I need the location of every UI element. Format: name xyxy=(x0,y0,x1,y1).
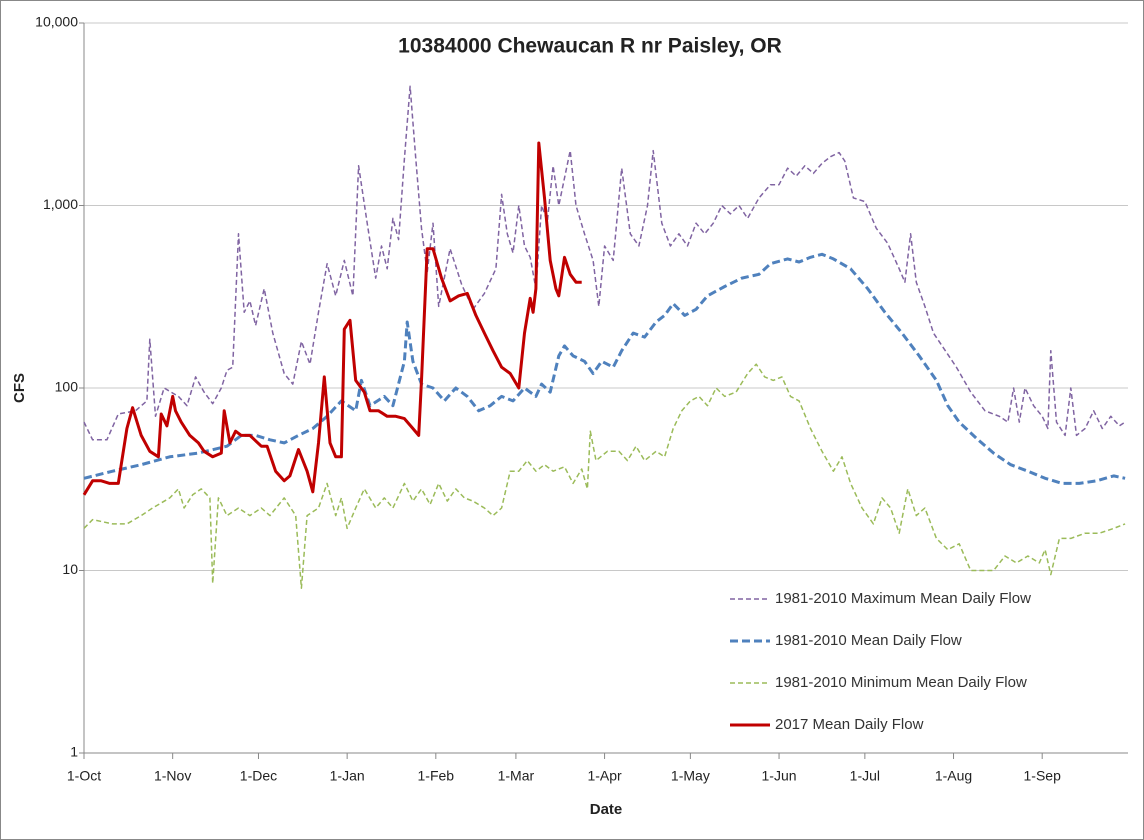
legend-label: 1981-2010 Minimum Mean Daily Flow xyxy=(775,674,1027,691)
y-axis-title: CFS xyxy=(11,373,28,403)
y-tick-label: 100 xyxy=(55,379,79,395)
series-line xyxy=(82,141,582,496)
x-tick-label: 1-Jul xyxy=(850,768,880,784)
x-tick-label: 1-Aug xyxy=(935,768,972,784)
x-tick-label: 1-Oct xyxy=(67,768,101,784)
legend-label: 1981-2010 Mean Daily Flow xyxy=(775,632,962,649)
chart-title: 10384000 Chewaucan R nr Paisley, OR xyxy=(398,35,782,58)
y-tick-label: 10,000 xyxy=(35,14,78,30)
x-tick-label: 1-Mar xyxy=(498,768,535,784)
y-tick-label: 10 xyxy=(62,561,78,577)
x-tick-label: 1-Jun xyxy=(762,768,797,784)
y-tick-label: 1,000 xyxy=(43,196,78,212)
x-tick-label: 1-Feb xyxy=(418,768,455,784)
x-tick-label: 1-Sep xyxy=(1024,768,1062,784)
y-tick-label: 1 xyxy=(70,744,78,760)
x-tick-label: 1-May xyxy=(671,768,710,784)
x-tick-label: 1-Jan xyxy=(330,768,365,784)
x-axis-title: Date xyxy=(590,801,623,818)
series-line xyxy=(83,85,1126,441)
x-tick-label: 1-Apr xyxy=(587,768,622,784)
series-line xyxy=(83,363,1126,589)
legend-label: 2017 Mean Daily Flow xyxy=(775,716,924,733)
legend-label: 1981-2010 Maximum Mean Daily Flow xyxy=(775,590,1031,607)
series-line xyxy=(83,252,1126,485)
x-tick-label: 1-Dec xyxy=(240,768,277,784)
x-tick-label: 1-Nov xyxy=(154,768,191,784)
